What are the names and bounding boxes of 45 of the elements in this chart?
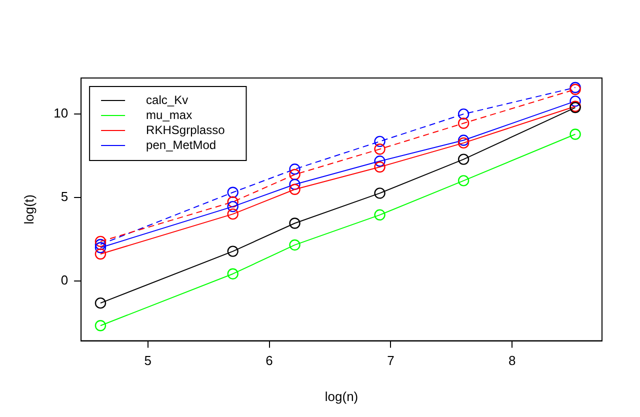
x-axis-title: log(n) xyxy=(324,388,358,404)
point xyxy=(374,188,386,199)
legend-label: RKHSgrplasso xyxy=(146,122,226,137)
point xyxy=(289,178,300,190)
point xyxy=(94,238,106,250)
point xyxy=(289,168,300,180)
point xyxy=(374,209,386,221)
x-tick-label: 8 xyxy=(508,353,516,368)
point xyxy=(374,136,386,148)
point xyxy=(94,320,106,332)
y-tick-label: 0 xyxy=(60,272,68,288)
x-tick-label: 5 xyxy=(144,353,152,368)
legend-label: pen_MetMod xyxy=(146,138,216,152)
point xyxy=(94,242,106,254)
point xyxy=(227,268,238,280)
point xyxy=(289,164,300,175)
point xyxy=(570,128,581,140)
point xyxy=(458,154,470,165)
y-tick-label: 5 xyxy=(60,189,68,204)
point xyxy=(374,156,386,167)
point xyxy=(289,218,300,229)
point xyxy=(94,236,106,248)
point xyxy=(458,108,470,120)
point xyxy=(289,239,300,251)
point xyxy=(289,184,300,195)
point xyxy=(227,208,238,220)
x-tick-label: 6 xyxy=(266,353,273,368)
point xyxy=(94,248,106,260)
y-tick-label: 10 xyxy=(54,106,68,121)
point xyxy=(458,134,470,146)
x-tick-label: 7 xyxy=(387,353,394,368)
point xyxy=(458,175,470,186)
y-axis-title: log(t) xyxy=(21,194,36,224)
point xyxy=(374,161,386,173)
point xyxy=(458,137,470,149)
point xyxy=(374,144,386,155)
legend-label: mu_max xyxy=(146,108,192,122)
point xyxy=(458,118,470,129)
point xyxy=(227,196,238,208)
point xyxy=(94,297,106,309)
point xyxy=(227,200,238,212)
legend-label: calc_Kv xyxy=(146,92,188,107)
point xyxy=(570,96,581,107)
point xyxy=(227,246,238,257)
point xyxy=(227,186,238,198)
